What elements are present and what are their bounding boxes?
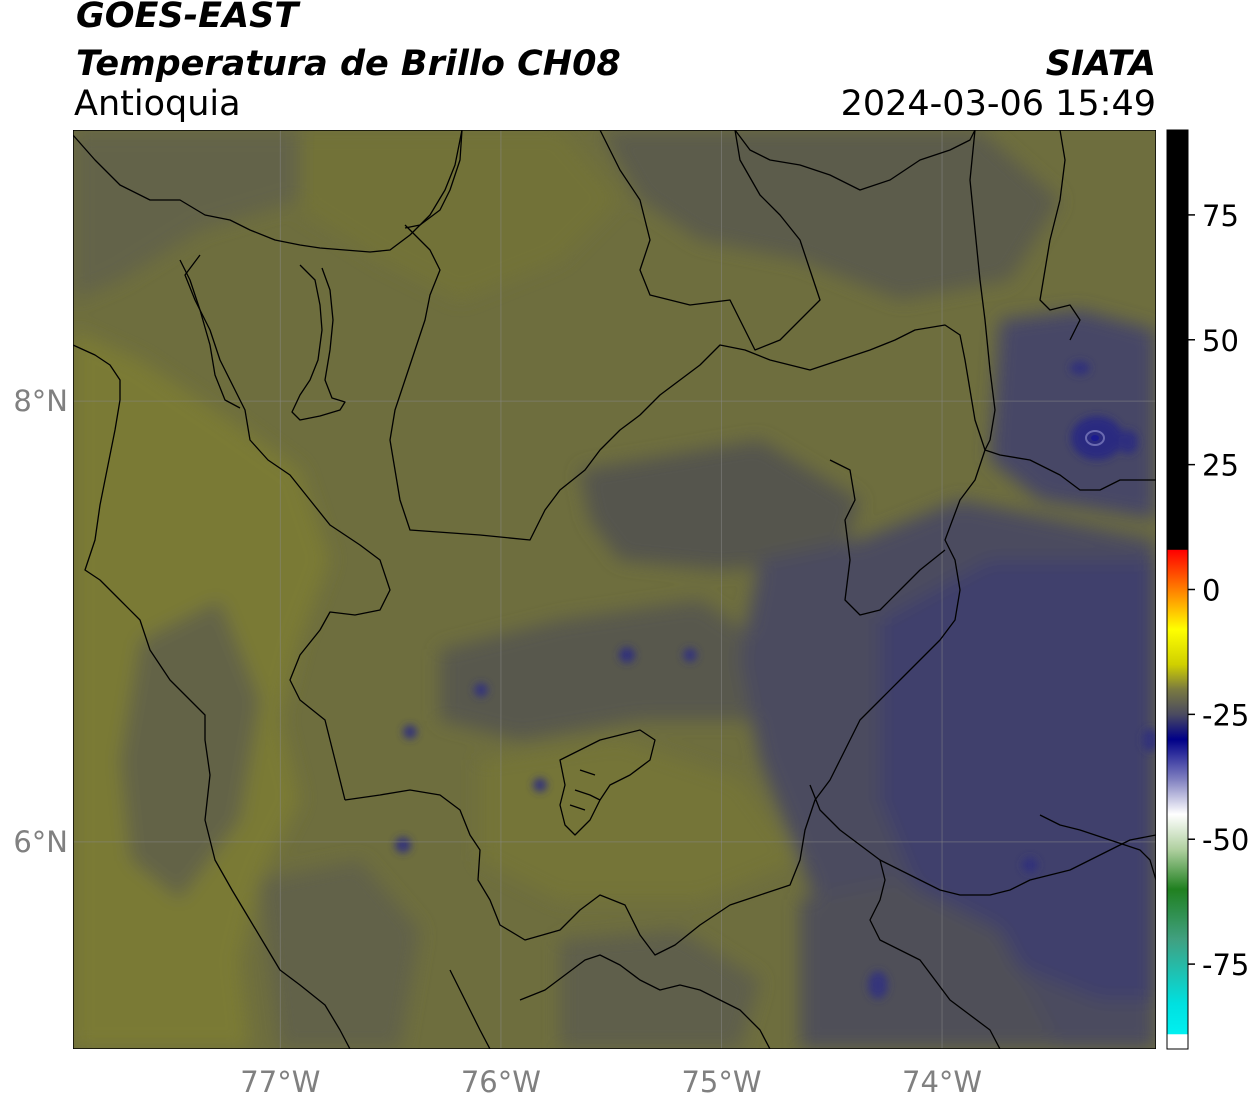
dept-santander-line bbox=[1039, 130, 1081, 341]
colorbar-ticks: 75 50 25 0 -25 -50 -75 bbox=[1188, 199, 1249, 982]
colorbar-scale bbox=[1166, 129, 1189, 1050]
blue-region-east bbox=[880, 560, 1156, 1000]
coastline-lagoon bbox=[179, 259, 241, 409]
dept-cordoba-line bbox=[404, 130, 463, 229]
cold-cell-ne-2 bbox=[1118, 430, 1138, 454]
region-title: Antioquia bbox=[74, 84, 241, 124]
dept-antioquia-outline bbox=[344, 224, 986, 956]
colorbar-tick-label: 50 bbox=[1202, 324, 1239, 358]
coastline-west bbox=[73, 344, 351, 1049]
cold-cell-e-1 bbox=[1142, 728, 1156, 752]
dept-risaralda-line bbox=[869, 859, 1001, 1049]
gray-region-center bbox=[580, 440, 860, 570]
cold-cell-sw-1 bbox=[395, 837, 411, 853]
warm-region-north bbox=[300, 130, 620, 300]
boundaries bbox=[73, 130, 1156, 1049]
cold-cell-w-1 bbox=[403, 725, 417, 739]
gray-region-southeast bbox=[800, 880, 1060, 1049]
dept-boyaca-line bbox=[829, 459, 946, 616]
cold-cell-s-1 bbox=[533, 778, 547, 792]
dept-caldas-line bbox=[809, 784, 1156, 896]
dept-east-line bbox=[969, 130, 1156, 491]
map-panel bbox=[73, 130, 1156, 1049]
dept-choco-south-line bbox=[449, 969, 491, 1049]
satellite-title: GOES-EAST bbox=[76, 0, 299, 36]
temperature-field bbox=[73, 130, 1156, 1049]
coastline-gulf bbox=[291, 264, 346, 421]
timestamp-label: 2024-03-06 15:49 bbox=[840, 84, 1156, 124]
cold-core bbox=[1085, 430, 1105, 446]
lon-tick-label: 74°W bbox=[902, 1065, 982, 1099]
slate-region-northeast bbox=[990, 310, 1156, 520]
product-title: Temperatura de Brillo CH08 bbox=[76, 44, 621, 84]
cold-cell-c-3 bbox=[474, 683, 488, 697]
axis-labels: 77°W 76°W 75°W 74°W 8°N 6°N bbox=[13, 384, 982, 1099]
municipality-medellin bbox=[559, 729, 656, 836]
colorbar-tick-label: 25 bbox=[1202, 449, 1239, 483]
colorbar-tick-label: -50 bbox=[1202, 823, 1249, 857]
lon-tick-label: 76°W bbox=[461, 1065, 541, 1099]
gray-region-mid bbox=[440, 600, 760, 740]
gray-band-southwest bbox=[260, 860, 420, 1049]
gray-band-west bbox=[120, 600, 260, 900]
dept-caldas-south-line bbox=[519, 954, 771, 1049]
river-atrato bbox=[184, 254, 391, 801]
warm-region-south bbox=[480, 740, 800, 900]
cold-cell-ne-3 bbox=[1070, 361, 1090, 375]
lat-tick-label: 6°N bbox=[13, 825, 68, 859]
lat-tick-label: 8°N bbox=[13, 384, 68, 418]
colorbar: 75 50 25 0 -25 -50 -75 bbox=[1166, 129, 1249, 1050]
municipality-detail bbox=[569, 769, 601, 811]
cold-cell-se-1 bbox=[868, 971, 888, 999]
gray-region-north-center bbox=[600, 130, 1060, 300]
lon-tick-label: 75°W bbox=[681, 1065, 761, 1099]
dept-sucre-line bbox=[599, 130, 821, 351]
coastline-north bbox=[73, 130, 463, 253]
dept-bolivar-line bbox=[734, 130, 976, 191]
gray-region-northwest bbox=[73, 130, 300, 300]
cold-cell-c-1 bbox=[619, 647, 635, 663]
river-magdalena bbox=[1039, 814, 1156, 881]
colorbar-tick-label: 75 bbox=[1202, 199, 1239, 233]
cold-cell-c-2 bbox=[683, 648, 697, 662]
colorbar-tick-label: -75 bbox=[1202, 948, 1249, 982]
colorbar-tick-label: 0 bbox=[1202, 574, 1220, 608]
organization-label: SIATA bbox=[1045, 44, 1156, 84]
lon-tick-label: 77°W bbox=[240, 1065, 320, 1099]
colorbar-tick-label: -25 bbox=[1202, 698, 1249, 732]
cold-cell-se-2 bbox=[1022, 857, 1038, 873]
gridlines bbox=[73, 130, 1156, 1049]
